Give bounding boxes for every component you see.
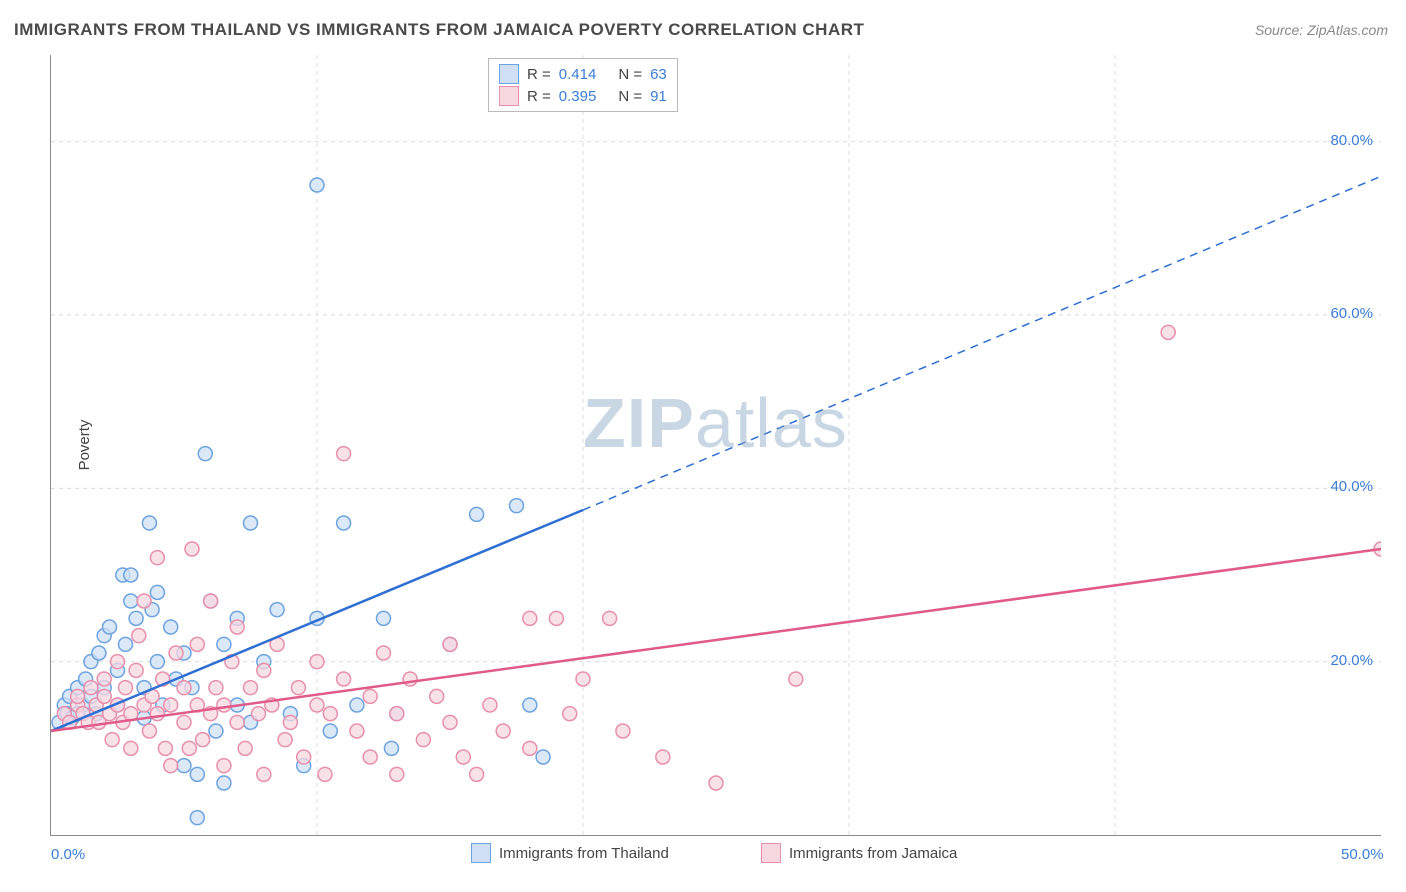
legend-series-1-label: Immigrants from Thailand xyxy=(499,845,669,862)
legend-stat-row: R = 0.395N = 91 xyxy=(499,85,667,107)
y-tick-label: 60.0% xyxy=(1330,305,1373,322)
legend-stats: R = 0.414N = 63R = 0.395N = 91 xyxy=(488,58,678,112)
legend-series-1: Immigrants from Thailand xyxy=(471,843,669,863)
scatter-svg xyxy=(51,55,1381,835)
x-tick-label: 0.0% xyxy=(51,846,85,863)
x-tick-label: 50.0% xyxy=(1341,846,1384,863)
legend-series-2-label: Immigrants from Jamaica xyxy=(789,845,957,862)
y-tick-label: 80.0% xyxy=(1330,132,1373,149)
y-tick-label: 20.0% xyxy=(1330,652,1373,669)
legend-series-2: Immigrants from Jamaica xyxy=(761,843,957,863)
source-label: Source: ZipAtlas.com xyxy=(1255,22,1388,38)
plot-area: Poverty ZIPatlas R = 0.414N = 63R = 0.39… xyxy=(50,55,1381,836)
legend-stat-row: R = 0.414N = 63 xyxy=(499,63,667,85)
legend-swatch-icon xyxy=(471,843,491,863)
chart-title: IMMIGRANTS FROM THAILAND VS IMMIGRANTS F… xyxy=(14,20,864,40)
y-tick-label: 40.0% xyxy=(1330,478,1373,495)
legend-swatch-icon xyxy=(761,843,781,863)
